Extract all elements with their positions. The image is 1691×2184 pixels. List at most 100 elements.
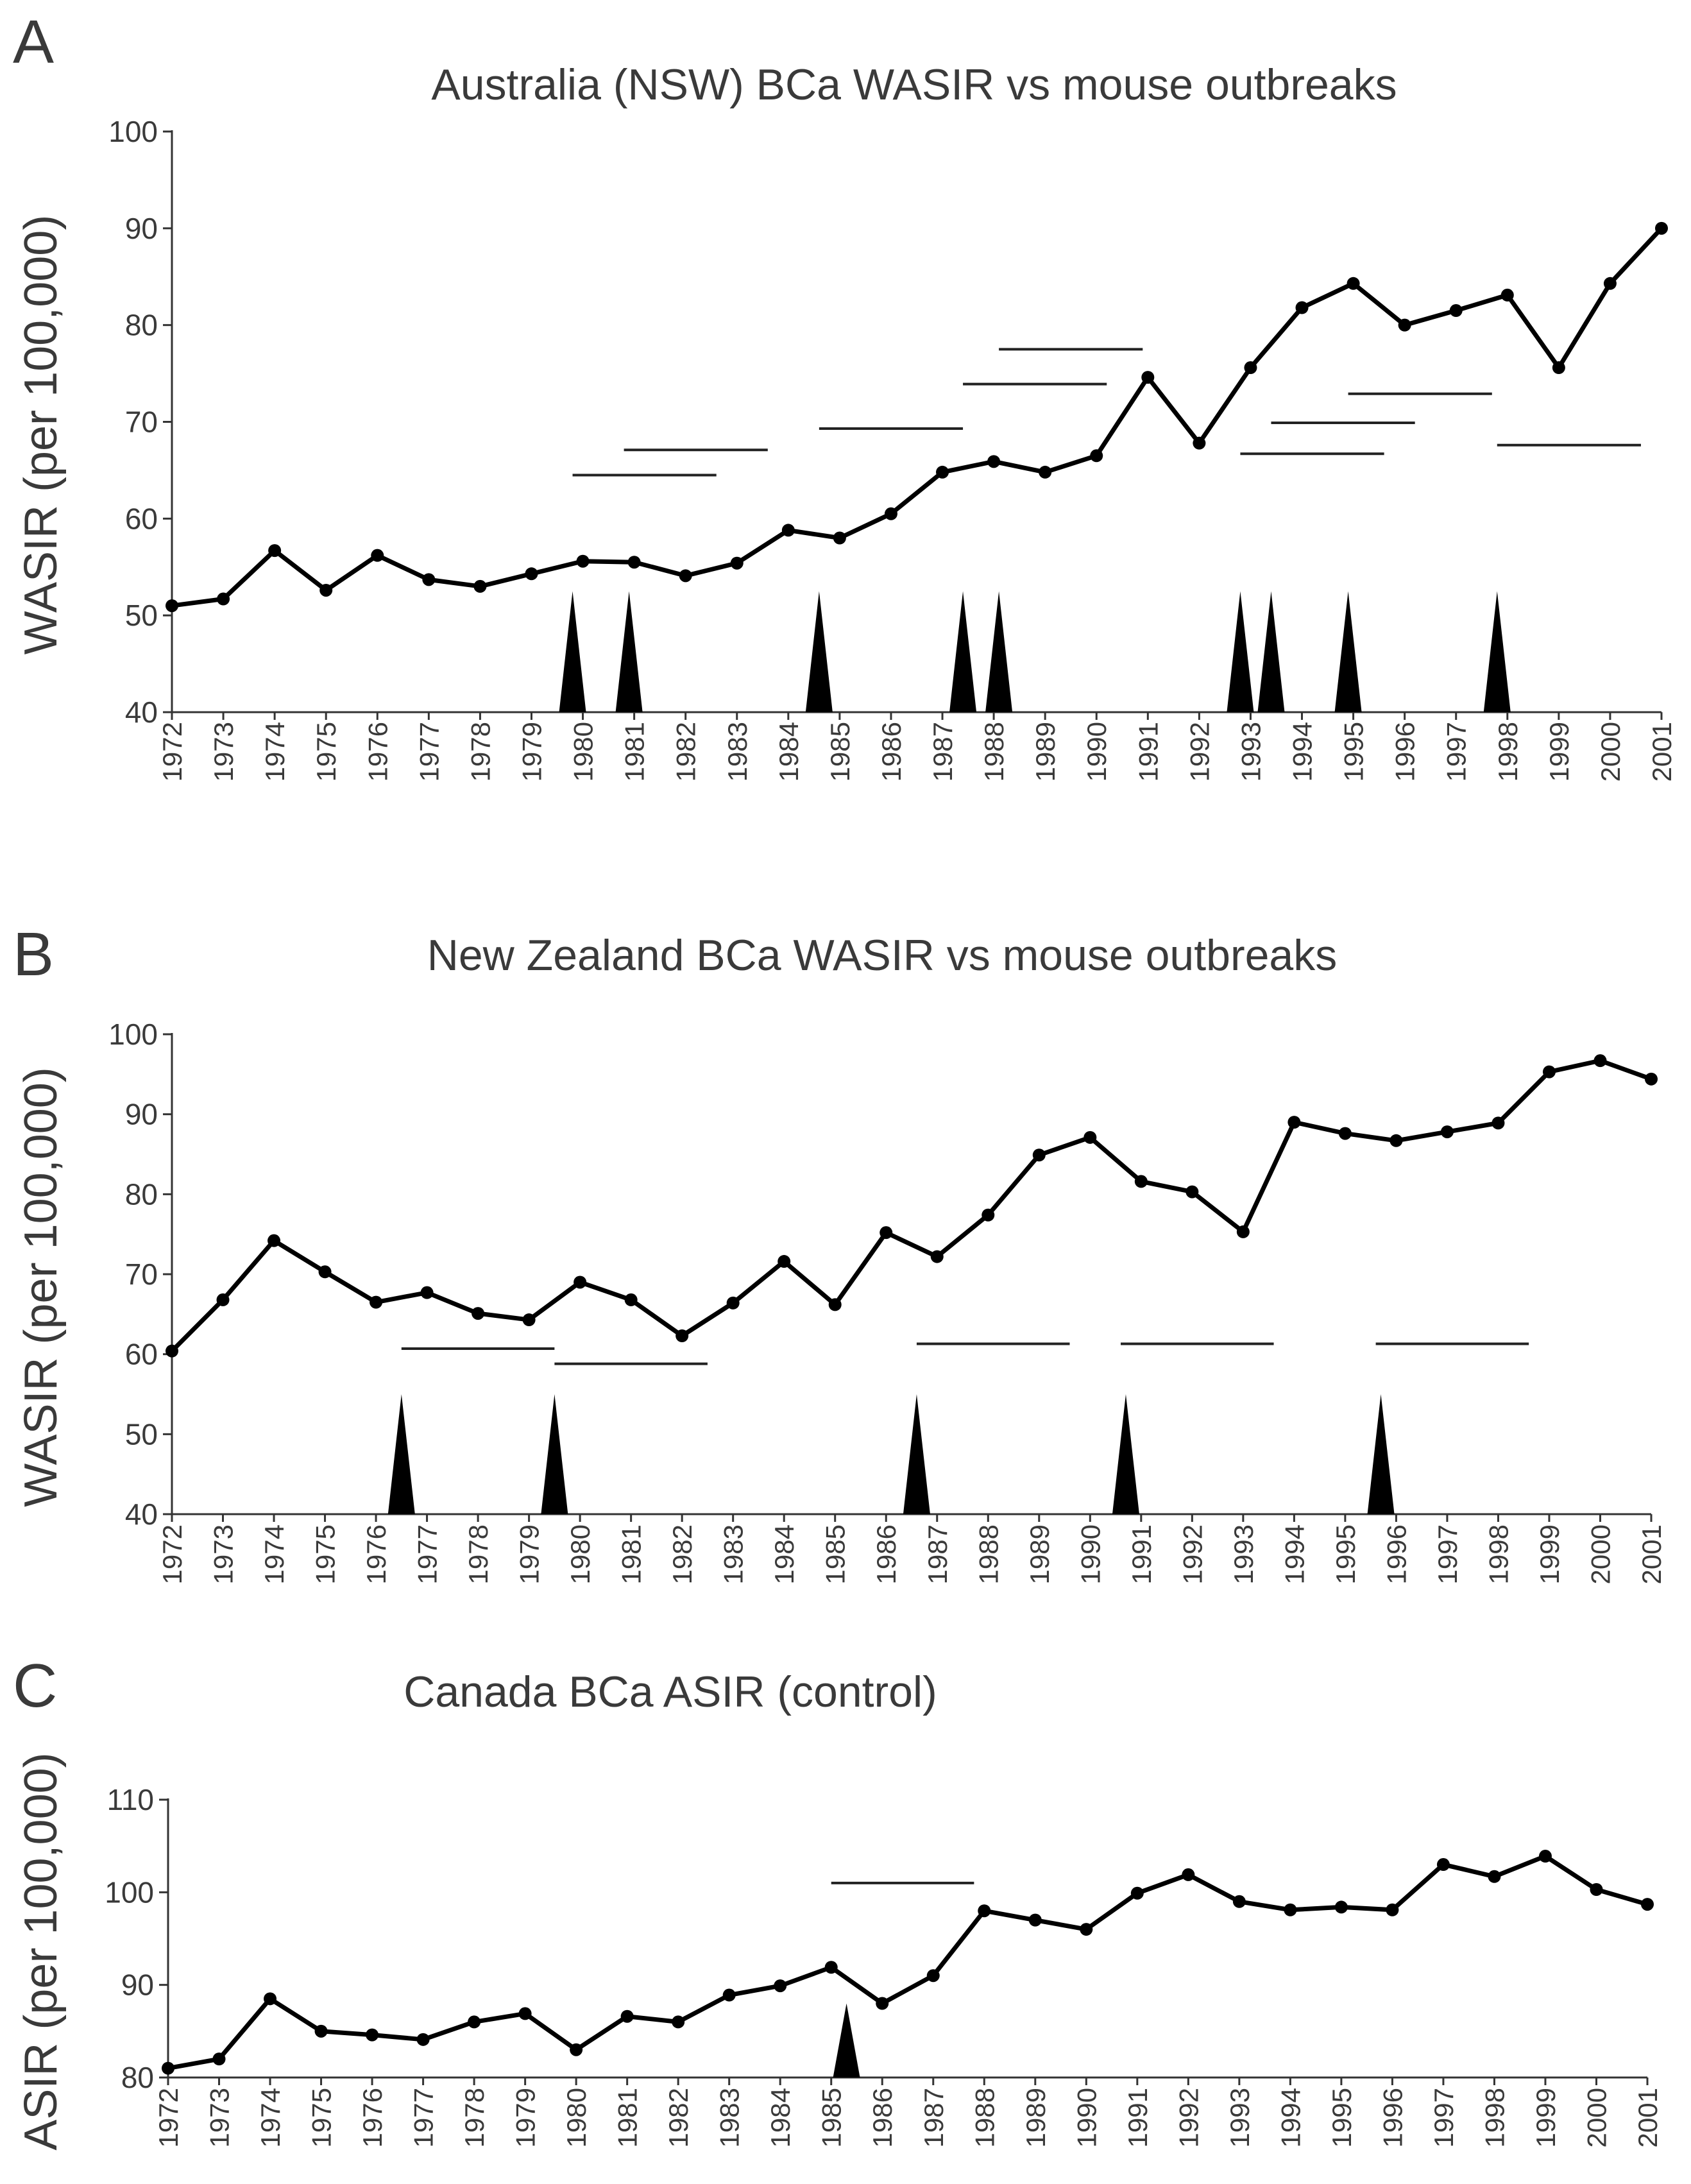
chart-title: Australia (NSW) BCa WASIR vs mouse outbr…: [431, 60, 1397, 109]
x-tick-label: 1996: [1381, 1524, 1411, 1584]
x-tick-label: 1995: [1330, 1524, 1361, 1584]
data-point: [1193, 436, 1206, 450]
data-point: [1039, 465, 1052, 479]
data-point: [268, 1234, 281, 1247]
data-point: [1032, 1148, 1046, 1162]
data-point: [525, 567, 538, 581]
data-point: [422, 573, 436, 586]
x-tick-label: 2001: [1633, 2088, 1663, 2147]
y-tick-label: 80: [121, 2061, 154, 2094]
data-point: [319, 583, 333, 597]
data-point: [1398, 318, 1411, 332]
x-tick-label: 1976: [361, 1524, 391, 1584]
panel-b: B New Zealand BCa WASIR vs mouse outbreak…: [13, 920, 1667, 1584]
data-point: [1436, 1858, 1450, 1872]
data-point: [981, 1208, 995, 1222]
x-tick-label: 1979: [516, 722, 547, 781]
x-tick-label: 1984: [765, 2088, 795, 2147]
data-point: [468, 2015, 481, 2029]
data-point: [722, 1988, 736, 2002]
x-tick-label: 1994: [1279, 1524, 1309, 1584]
data-point: [1542, 1065, 1556, 1079]
y-tick-label: 70: [125, 1258, 158, 1291]
x-tick-label: 1974: [260, 722, 290, 781]
data-point: [884, 507, 897, 520]
data-point: [778, 1255, 791, 1268]
data-point: [774, 1979, 787, 1993]
x-tick-label: 1974: [255, 2088, 285, 2147]
outbreak-spike: [903, 1394, 930, 1514]
x-tick-label: 1975: [307, 2088, 337, 2147]
x-tick-label: 1987: [928, 722, 958, 781]
x-tick-label: 1999: [1544, 722, 1574, 781]
data-point: [1232, 1895, 1246, 1908]
y-tick-label: 90: [121, 1968, 154, 2002]
x-tick-label: 1993: [1228, 1524, 1259, 1584]
data-point: [1655, 221, 1668, 235]
x-tick-label: 1998: [1479, 2088, 1509, 2147]
x-tick-label: 1999: [1534, 1524, 1565, 1584]
outbreak-spike: [1112, 1394, 1139, 1514]
x-tick-label: 1983: [722, 722, 752, 781]
data-point: [936, 465, 949, 479]
y-tick-label: 60: [125, 1338, 158, 1371]
x-tick-label: 1994: [1275, 2088, 1305, 2147]
y-tick-label: 100: [105, 1875, 154, 1909]
y-tick-label: 80: [125, 1177, 158, 1211]
x-tick-label: 1981: [620, 722, 650, 781]
data-point: [216, 1293, 230, 1306]
x-tick-label: 1987: [919, 2088, 949, 2147]
x-tick-label: 1980: [568, 722, 599, 781]
data-point: [518, 2007, 532, 2020]
data-point: [366, 2028, 379, 2042]
x-tick-label: 1991: [1126, 1524, 1157, 1584]
x-tick-label: 1982: [663, 2088, 693, 2147]
data-point: [1488, 1870, 1501, 1883]
data-point: [1080, 1923, 1093, 1936]
panel-letter: C: [13, 1651, 57, 1720]
data-point: [1603, 277, 1617, 290]
y-tick-label: 40: [125, 1497, 158, 1531]
data-point: [1449, 304, 1463, 318]
data-point: [1440, 1125, 1454, 1139]
x-tick-label: 1986: [867, 2088, 897, 2147]
data-point: [987, 455, 1001, 468]
data-point: [371, 549, 384, 562]
x-tick-label: 1975: [311, 722, 341, 781]
x-tick-label: 1973: [208, 1524, 239, 1584]
y-tick-label: 80: [125, 309, 158, 342]
y-tick-label: 50: [125, 1417, 158, 1451]
x-tick-label: 1986: [876, 722, 906, 781]
data-point: [1182, 1868, 1195, 1881]
data-point: [1538, 1850, 1552, 1863]
y-tick-label: 90: [125, 1098, 158, 1131]
x-tick-label: 1995: [1339, 722, 1369, 781]
x-tick-label: 1999: [1531, 2088, 1561, 2147]
data-point: [828, 1298, 842, 1311]
data-point: [926, 1969, 940, 1983]
outbreak-spike: [387, 1394, 415, 1514]
y-tick-label: 40: [125, 695, 158, 729]
data-point: [1134, 1175, 1148, 1188]
data-point: [672, 2015, 685, 2029]
x-tick-label: 1972: [153, 2088, 183, 2147]
x-tick-label: 1990: [1082, 722, 1112, 781]
y-tick-label: 50: [125, 599, 158, 632]
x-tick-label: 1983: [715, 2088, 745, 2147]
x-tick-label: 2000: [1581, 2088, 1611, 2147]
data-point: [212, 2052, 226, 2066]
outbreak-spike: [541, 1394, 568, 1514]
data-point: [627, 556, 641, 569]
data-point: [1284, 1903, 1297, 1916]
x-tick-label: 1990: [1075, 1524, 1105, 1584]
data-point: [624, 1293, 638, 1306]
x-tick-label: 1982: [667, 1524, 697, 1584]
x-tick-label: 1997: [1432, 1524, 1463, 1584]
x-tick-label: 1978: [465, 722, 495, 781]
x-tick-label: 1994: [1287, 722, 1318, 781]
data-point: [473, 579, 487, 593]
x-tick-label: 1984: [774, 722, 804, 781]
x-tick-label: 1996: [1390, 722, 1420, 781]
outbreak-spike: [615, 591, 643, 712]
